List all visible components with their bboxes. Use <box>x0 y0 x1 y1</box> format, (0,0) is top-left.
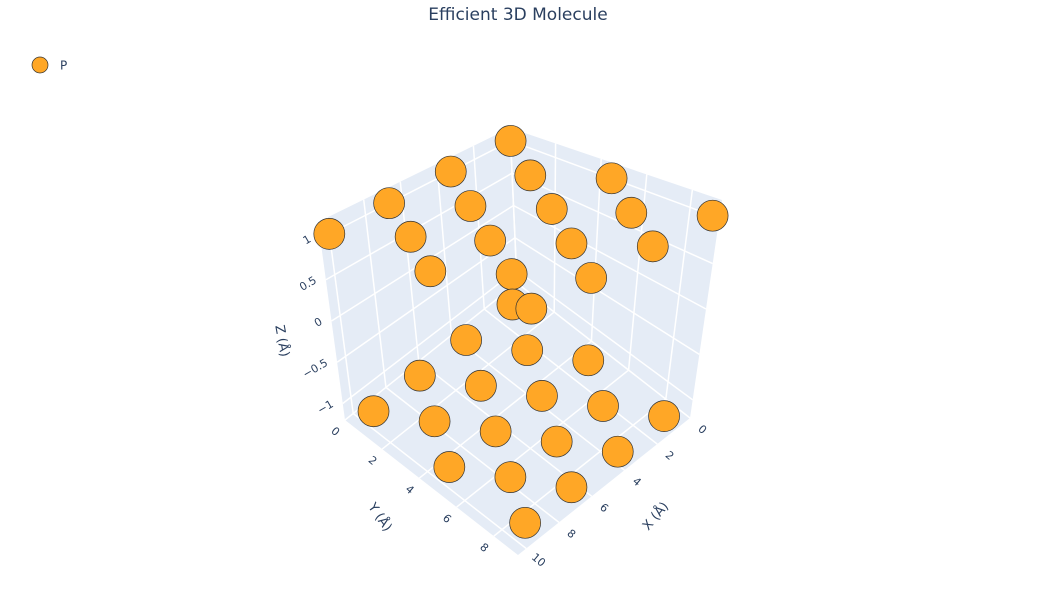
atom <box>595 162 628 195</box>
atom <box>514 159 547 192</box>
atom <box>474 224 506 257</box>
atom <box>418 405 451 438</box>
grid-line <box>352 412 527 550</box>
atom <box>433 451 466 483</box>
atom <box>394 220 427 253</box>
chart-title: Efficient 3D Molecule <box>428 5 607 25</box>
z-axis-title: Z (Å) <box>271 324 292 358</box>
grid-line <box>342 269 517 405</box>
atom <box>575 262 607 294</box>
atom <box>414 255 447 288</box>
atom <box>465 369 497 402</box>
grid-line <box>514 237 700 356</box>
atom <box>494 461 527 493</box>
atom <box>572 344 605 377</box>
legend: P <box>31 56 67 74</box>
grid-line <box>319 140 511 240</box>
grid-line <box>483 308 658 445</box>
atom <box>601 435 634 468</box>
atom <box>696 199 729 232</box>
atom <box>535 193 568 225</box>
atom <box>494 125 527 157</box>
atom <box>373 187 405 220</box>
atom <box>450 324 482 356</box>
atom <box>313 218 346 250</box>
atom <box>587 390 619 422</box>
atom <box>479 415 512 448</box>
marks <box>313 125 729 539</box>
atom <box>555 471 588 504</box>
atom <box>403 359 436 392</box>
grid-line <box>515 269 694 401</box>
atom <box>540 425 573 458</box>
legend-marker <box>31 56 49 74</box>
atom <box>648 400 680 432</box>
atom <box>357 395 390 428</box>
grid-line <box>385 386 560 523</box>
legend-label: P <box>60 59 67 73</box>
atom <box>434 155 467 188</box>
atom <box>555 227 588 260</box>
grid-line <box>511 172 713 265</box>
atom <box>615 196 648 229</box>
grid-line <box>336 237 516 363</box>
atom <box>454 190 487 222</box>
atom <box>636 230 669 263</box>
atom <box>509 506 541 539</box>
atom <box>511 334 544 367</box>
atom <box>495 258 528 290</box>
atom <box>515 292 548 325</box>
atom <box>526 380 558 412</box>
